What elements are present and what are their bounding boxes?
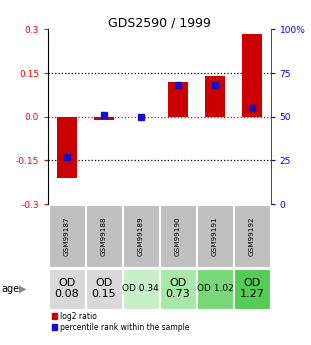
Bar — [86, 269, 122, 309]
Bar — [123, 205, 159, 267]
Bar — [160, 269, 196, 309]
Text: ▶: ▶ — [19, 284, 26, 294]
Legend: log2 ratio, percentile rank within the sample: log2 ratio, percentile rank within the s… — [52, 312, 190, 332]
Title: GDS2590 / 1999: GDS2590 / 1999 — [108, 16, 211, 29]
Text: GSM99189: GSM99189 — [138, 216, 144, 256]
Bar — [86, 205, 122, 267]
Text: OD
1.27: OD 1.27 — [239, 278, 264, 299]
Text: GSM99192: GSM99192 — [249, 216, 255, 256]
Text: OD
0.15: OD 0.15 — [91, 278, 116, 299]
Bar — [123, 269, 159, 309]
Bar — [205, 76, 225, 117]
Text: OD 0.34: OD 0.34 — [123, 284, 159, 293]
Bar — [57, 117, 77, 178]
Text: OD 1.02: OD 1.02 — [197, 284, 233, 293]
Text: GSM99188: GSM99188 — [101, 216, 107, 256]
Bar — [94, 117, 114, 120]
Bar — [197, 205, 233, 267]
Text: GSM99190: GSM99190 — [175, 216, 181, 256]
Bar — [160, 205, 196, 267]
Text: OD
0.73: OD 0.73 — [165, 278, 190, 299]
Bar — [242, 34, 262, 117]
Bar — [197, 269, 233, 309]
Text: age: age — [2, 284, 20, 294]
Bar — [49, 269, 85, 309]
Bar — [49, 205, 85, 267]
Text: GSM99187: GSM99187 — [64, 216, 70, 256]
Bar — [168, 82, 188, 117]
Bar — [234, 269, 270, 309]
Text: OD
0.08: OD 0.08 — [54, 278, 79, 299]
Bar — [234, 205, 270, 267]
Text: GSM99191: GSM99191 — [212, 216, 218, 256]
